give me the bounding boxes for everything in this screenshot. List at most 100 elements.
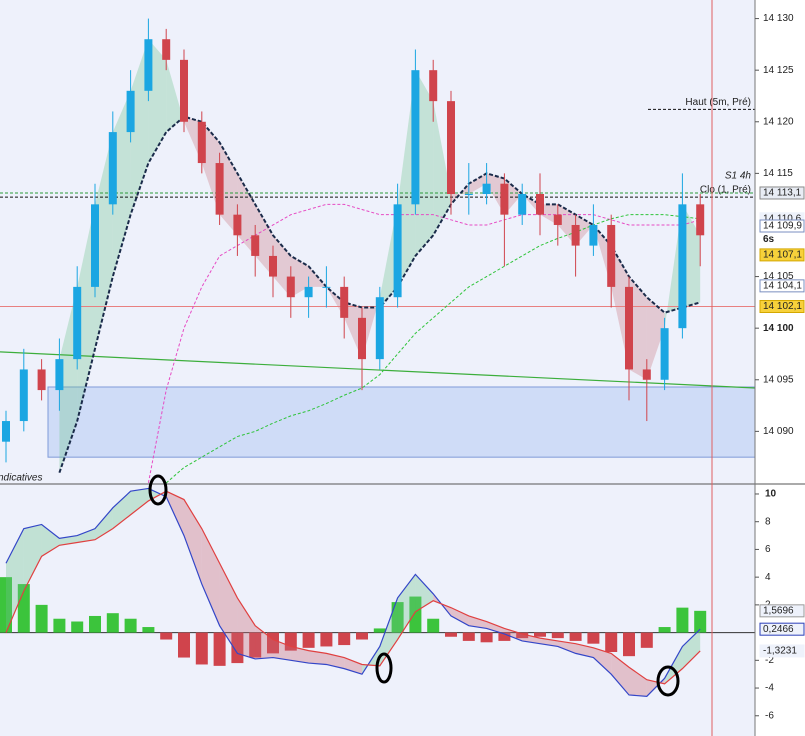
candle-body xyxy=(251,235,260,256)
y-tick-label: 14 120 xyxy=(763,116,794,127)
histogram-bar xyxy=(409,596,422,633)
candle-body xyxy=(126,90,135,133)
level-label: Clo (1, Pré) xyxy=(700,185,751,196)
candle-body xyxy=(660,328,669,380)
histogram-bar xyxy=(195,632,208,665)
histogram-bar xyxy=(160,632,173,640)
layers: Haut (5m, Pré) Clo (1, Pré) S1 4h xyxy=(0,18,756,697)
s1-label: S1 4h xyxy=(725,170,752,181)
candle-body xyxy=(553,214,562,225)
macd-fill xyxy=(629,667,647,697)
histogram-bar xyxy=(320,632,333,647)
candle-body xyxy=(642,369,651,380)
band-fill xyxy=(468,173,487,195)
histogram-bar xyxy=(35,604,48,633)
value-label-box xyxy=(759,644,805,658)
candle-body xyxy=(625,286,633,370)
candle-body xyxy=(393,204,402,298)
candle-body xyxy=(19,369,28,422)
band-fill xyxy=(112,90,131,277)
macd-fill xyxy=(468,615,487,629)
candle-body xyxy=(678,204,687,329)
candle-body xyxy=(411,70,420,205)
macd-line xyxy=(5,487,701,697)
candle-body xyxy=(162,39,171,60)
candle-body xyxy=(108,132,117,205)
y-tick-label: -4 xyxy=(765,683,774,694)
candle-body xyxy=(375,297,384,360)
candle-body xyxy=(233,214,242,236)
band-fill xyxy=(629,276,647,380)
band-fill xyxy=(451,183,469,205)
price-label: 14 104,1 xyxy=(763,280,802,291)
macd-fill xyxy=(486,621,505,634)
candle-body xyxy=(518,194,527,215)
candle-body xyxy=(322,286,331,288)
price-label-box xyxy=(759,299,805,313)
band-fill xyxy=(59,286,78,473)
histogram-bar xyxy=(17,584,30,633)
band-fill xyxy=(130,39,149,215)
candle-body xyxy=(696,204,705,236)
histogram-bar xyxy=(106,613,119,633)
macd-fill xyxy=(379,597,398,666)
histogram-bar xyxy=(53,618,66,633)
macd-fill xyxy=(255,625,273,659)
band-fill xyxy=(557,204,576,246)
level-label: Haut (5m, Pré) xyxy=(685,97,751,108)
y-tick-label: 14 125 xyxy=(763,65,794,76)
value-label: -1,3231 xyxy=(763,646,797,657)
price-label-box xyxy=(759,248,805,262)
y-tick-label: 14 130 xyxy=(763,13,794,24)
price-label-box xyxy=(759,186,805,200)
countdown: 6s xyxy=(763,234,775,245)
band-fill xyxy=(255,204,273,277)
band-fill xyxy=(166,59,184,133)
zone xyxy=(47,386,756,458)
macd-fill xyxy=(237,597,256,659)
candle-body xyxy=(340,286,349,318)
band-fill xyxy=(184,116,202,164)
y-tick-label: 14 095 xyxy=(763,374,794,385)
histogram-bar xyxy=(480,632,493,643)
macd-fill xyxy=(130,488,149,515)
price-label: 14 107,1 xyxy=(763,250,802,261)
candle-body xyxy=(589,224,598,246)
histogram-bar xyxy=(516,632,529,639)
macd-fill xyxy=(201,528,220,626)
candle-body xyxy=(180,59,188,122)
histogram-bar xyxy=(640,632,653,648)
histogram-bar xyxy=(694,610,707,633)
macd-fill xyxy=(290,646,309,664)
price-label: 14 109,9 xyxy=(763,221,802,232)
highlight-circle xyxy=(375,652,393,684)
price-label-box xyxy=(759,219,805,233)
histogram-bar xyxy=(373,628,386,633)
band-fill xyxy=(575,214,594,246)
y-tick-label: 8 xyxy=(765,516,771,527)
band-fill xyxy=(326,286,345,318)
histogram-bar xyxy=(551,632,564,639)
band-fill xyxy=(344,302,362,360)
macd-fill xyxy=(41,524,60,557)
histogram-bar xyxy=(462,632,475,641)
histogram-bar xyxy=(356,632,368,640)
candle-body xyxy=(464,194,473,196)
y-tick-label: -6 xyxy=(765,710,774,721)
macd-fill xyxy=(95,507,113,540)
candle-body xyxy=(571,224,580,246)
macd-fill xyxy=(112,491,131,529)
histogram-bar xyxy=(587,632,600,644)
band-fill xyxy=(397,70,416,287)
macd-fill xyxy=(557,640,576,654)
macd-fill xyxy=(397,574,416,640)
price-label: 14 113,1 xyxy=(763,188,802,199)
candle-body xyxy=(55,359,64,391)
histogram-bar xyxy=(569,632,582,641)
band-fill xyxy=(415,70,434,256)
macd-fill xyxy=(593,647,612,675)
macd-fill xyxy=(219,563,238,654)
band-fill xyxy=(201,121,220,215)
macd-fill xyxy=(664,646,683,684)
candle-body xyxy=(286,276,295,298)
